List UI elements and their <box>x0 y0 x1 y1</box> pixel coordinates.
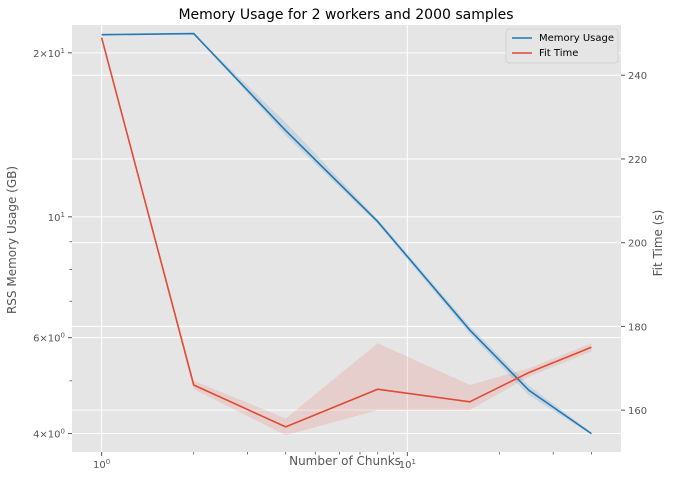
y-left-tick-label: 4×100 <box>33 428 65 441</box>
y-left-tick-label: 6×100 <box>33 332 65 345</box>
y-right-tick-label: 180 <box>628 322 647 333</box>
x-axis-label: Number of Chunks <box>289 454 401 468</box>
y-right-tick-label: 200 <box>628 239 647 250</box>
y-right-axis-label: Fit Time (s) <box>651 210 665 277</box>
y-right-tick-label: 160 <box>628 406 647 417</box>
plot-background <box>72 25 621 452</box>
y-left-axis-label: RSS Memory Usage (GB) <box>5 166 19 314</box>
legend-label-fit-time: Fit Time <box>539 48 578 59</box>
x-tick-label: 100 <box>93 458 110 471</box>
legend-box <box>505 28 619 64</box>
chart-title: Memory Usage for 2 workers and 2000 samp… <box>178 7 513 23</box>
line-memory-usage <box>101 32 592 435</box>
legend: Memory Usage Fit Time <box>505 28 619 64</box>
legend-label-memory-usage: Memory Usage <box>539 33 614 44</box>
y-left-axis-ticks: 4×100 6×100 101 2×101 <box>33 47 72 441</box>
y-right-axis-ticks: 160 180 200 220 240 <box>621 71 647 417</box>
y-right-tick-label: 240 <box>628 71 647 82</box>
y-left-tick-label: 101 <box>48 211 65 224</box>
line-fit-time <box>100 37 592 428</box>
y-right-tick-label: 220 <box>628 155 647 166</box>
series-lines <box>100 32 592 435</box>
y-left-tick-label: 2×101 <box>33 47 65 60</box>
x-axis-ticks: 100 101 <box>93 452 592 471</box>
x-tick-label: 101 <box>399 458 416 471</box>
grid <box>72 25 621 452</box>
